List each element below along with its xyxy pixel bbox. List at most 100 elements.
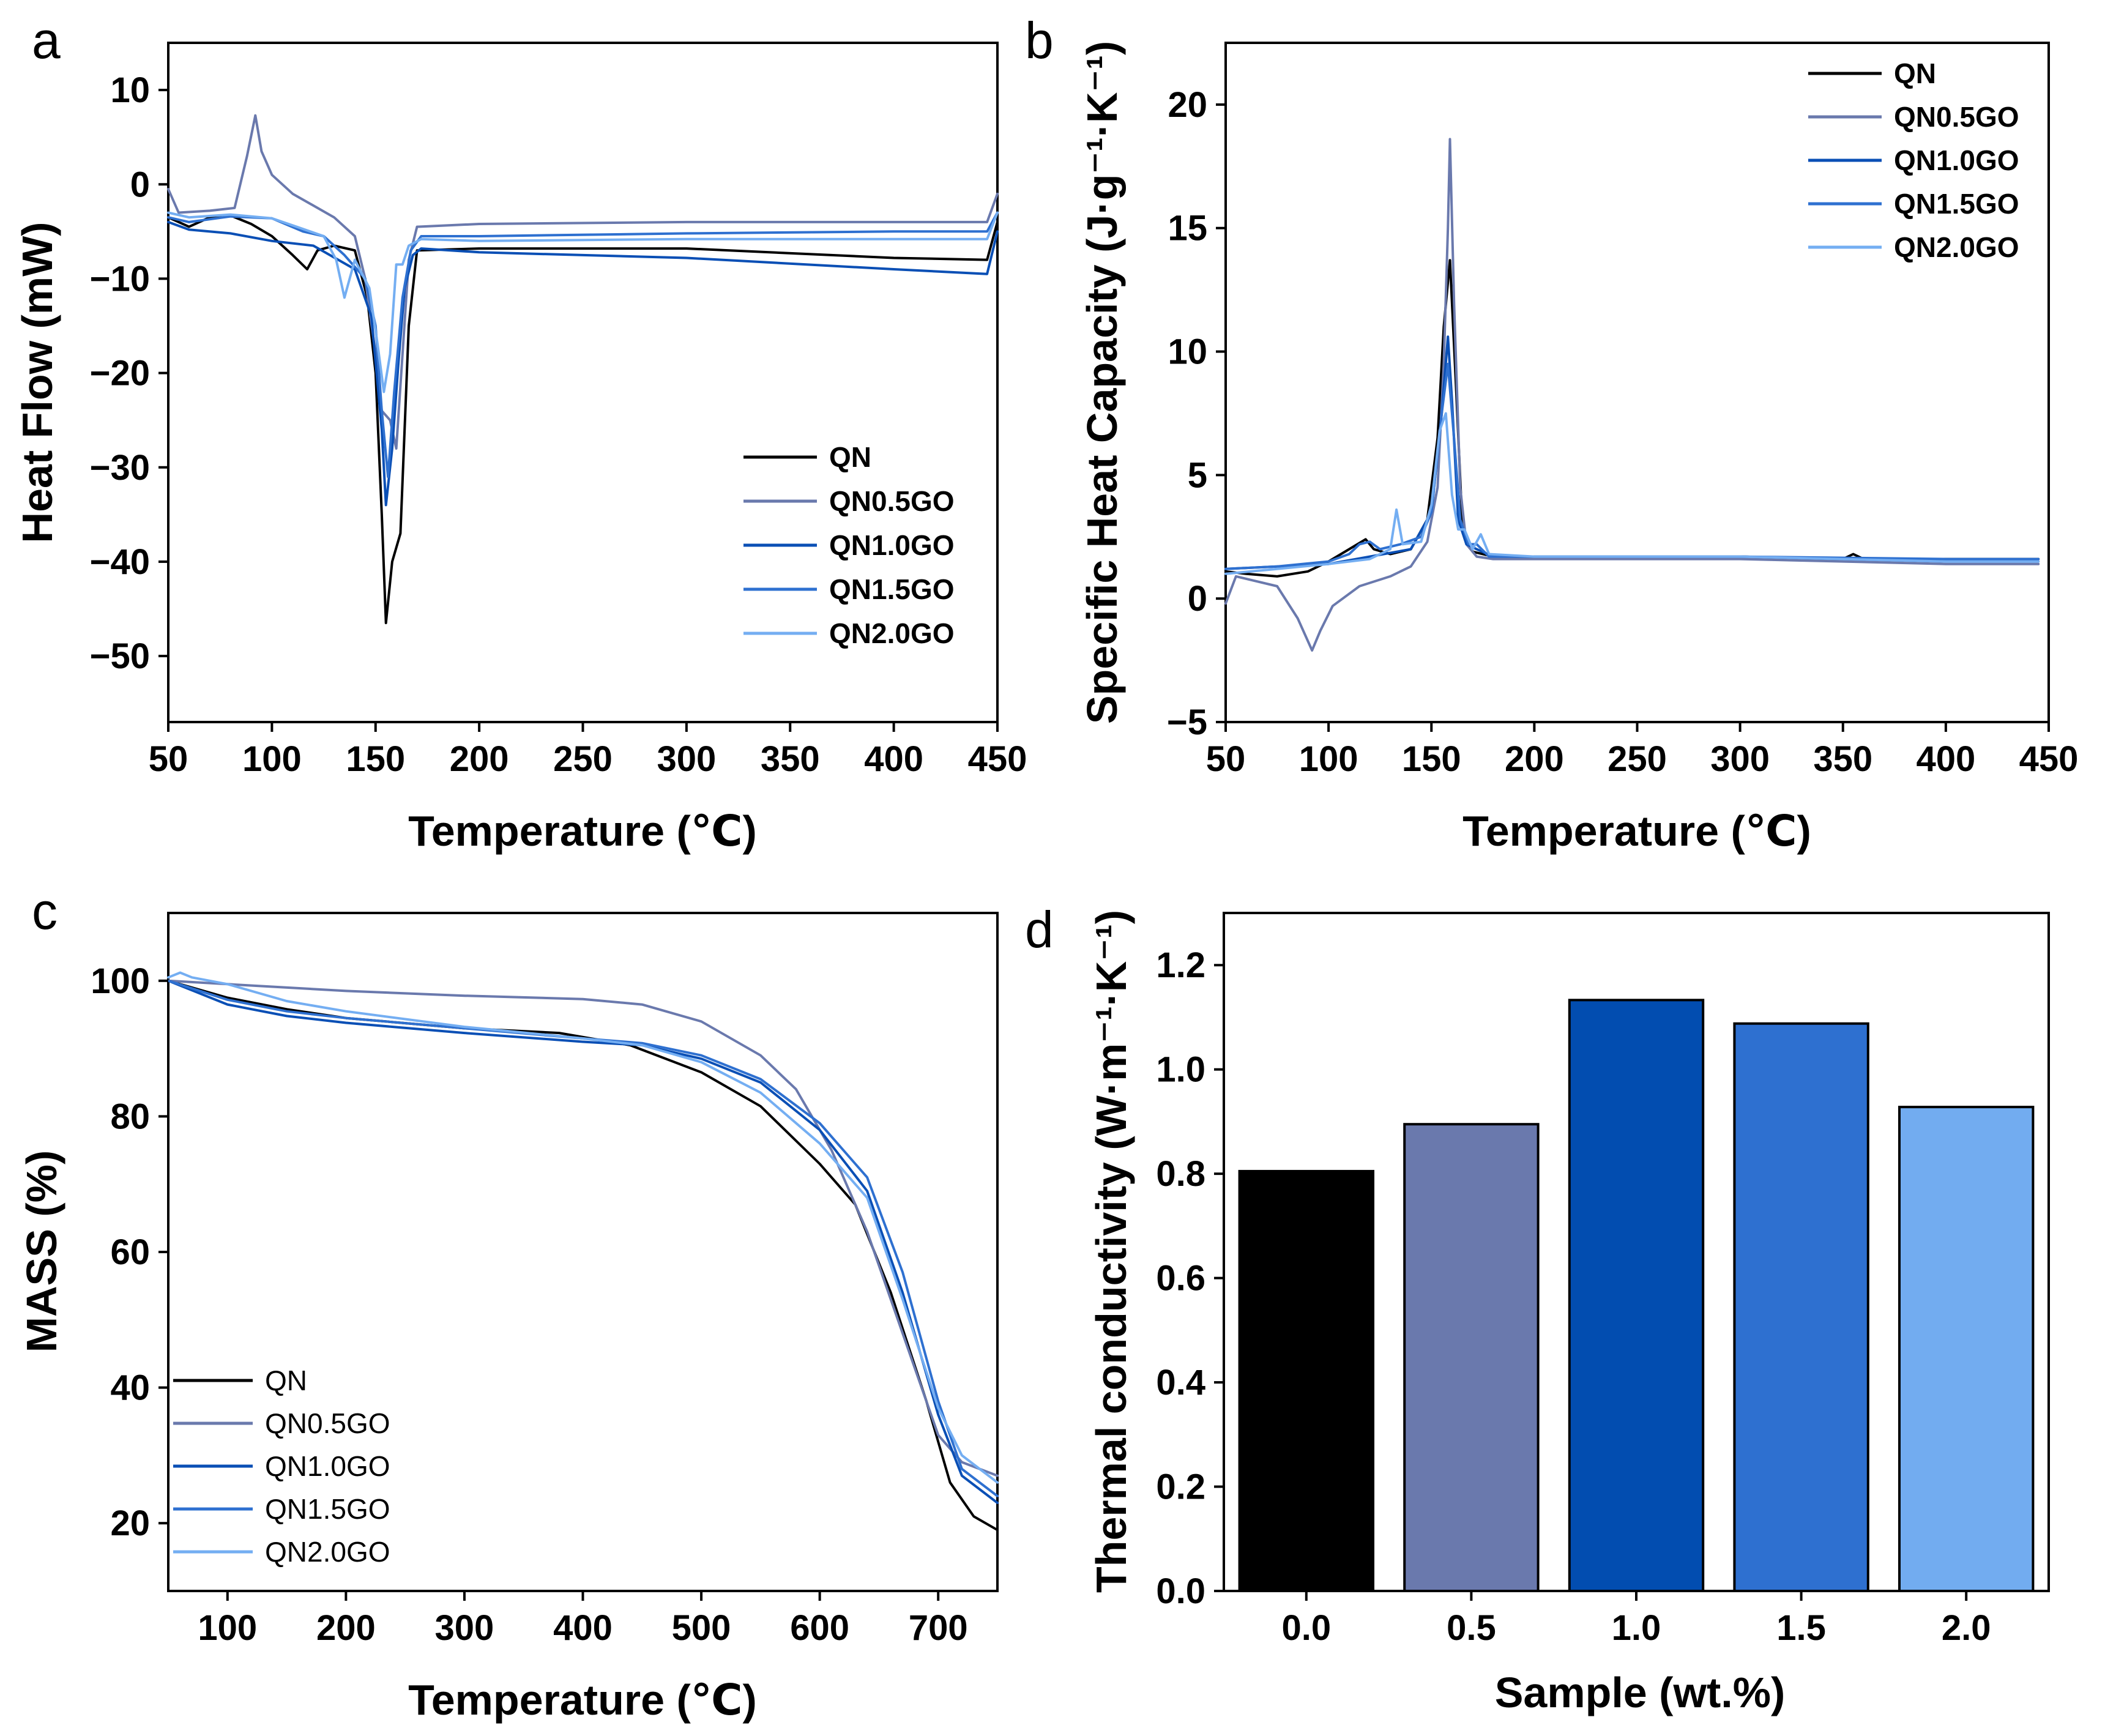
panel-a-series-qn1-5go xyxy=(167,211,999,479)
panel-b-x-tick-label: 350 xyxy=(1813,739,1872,779)
panel-b-legend: QN QN0.5GO QN1.0GO QN1.5GO QN2.0GO xyxy=(1808,58,2019,263)
panel-b-y-tick-label: 5 xyxy=(1188,455,1207,495)
panel-b-y-axis-title: Specific Heat Capacity (J·g⁻¹·K⁻¹) xyxy=(1078,41,1126,724)
panel-c-legend-label: QN1.0GO xyxy=(265,1450,390,1482)
panel-a-x-axis-title: Temperature (℃) xyxy=(408,807,757,855)
panel-a-series-qn1-0go xyxy=(167,220,999,507)
panel-c-legend-label: QN1.5GO xyxy=(265,1493,390,1525)
panel-a-x-tick-label: 100 xyxy=(242,739,302,779)
panel-b-x-tick-label: 150 xyxy=(1402,739,1461,779)
panel-b-x-tick-label: 200 xyxy=(1505,739,1564,779)
panel-a-x-tick-label: 400 xyxy=(864,739,923,779)
panel-d-bar-0-5 xyxy=(1403,1123,1540,1592)
panel-b-x-tick-label: 450 xyxy=(2019,739,2079,779)
panel-d-x-ticks: 0.0 0.5 1.0 1.5 2.0 xyxy=(1281,1591,1991,1648)
panel-b-legend-label: QN1.5GO xyxy=(1894,188,2019,220)
panel-c-x-tick-label: 600 xyxy=(790,1608,849,1648)
panel-b-y-tick-label: −5 xyxy=(1167,702,1207,742)
panel-b-legend-label: QN xyxy=(1894,58,1936,89)
panel-d-y-tick-label: 1.2 xyxy=(1156,945,1205,985)
panel-c-x-tick-label: 200 xyxy=(316,1608,376,1648)
panel-d-label: d xyxy=(1025,901,1054,958)
panel-d-y-tick-label: 0.4 xyxy=(1156,1363,1205,1403)
panel-d-x-tick-label: 2.0 xyxy=(1942,1608,1991,1648)
panel-a-x-tick-label: 450 xyxy=(968,739,1027,779)
panel-a-y-ticks: 10 0 −10 −20 −30 −40 −50 xyxy=(90,70,168,676)
panel-c-y-tick-label: 60 xyxy=(110,1232,150,1272)
panel-b-series-qn xyxy=(1224,259,2040,578)
panel-c-x-tick-label: 400 xyxy=(553,1608,613,1648)
panel-c-x-tick-label: 500 xyxy=(672,1608,731,1648)
panel-a-label: a xyxy=(32,12,61,69)
panel-c-legend-label: QN xyxy=(265,1365,307,1396)
panel-c-y-tick-label: 40 xyxy=(110,1368,150,1408)
panel-d-y-tick-label: 0.0 xyxy=(1156,1571,1205,1611)
panel-c-x-tick-label: 700 xyxy=(909,1608,968,1648)
panel-a-x-tick-label: 250 xyxy=(553,739,613,779)
panel-a-legend-label: QN1.5GO xyxy=(829,573,955,605)
panel-b-series-qn1-5go xyxy=(1224,362,2040,570)
panel-b-y-tick-label: 10 xyxy=(1168,332,1207,372)
panel-a-legend: QN QN0.5GO QN1.0GO QN1.5GO QN2.0GO xyxy=(743,441,955,649)
panel-b-y-tick-label: 20 xyxy=(1168,85,1207,125)
panel-b-y-tick-label: 15 xyxy=(1168,209,1207,248)
panel-d-x-tick-label: 0.5 xyxy=(1447,1608,1496,1648)
panel-a-x-ticks: 50 100 150 200 250 300 350 400 450 xyxy=(149,722,1027,779)
panel-b-x-axis-title: Temperature (℃) xyxy=(1462,807,1811,855)
panel-c-series xyxy=(167,971,999,1532)
panel-b-legend-label: QN1.0GO xyxy=(1894,144,2019,176)
panel-a-y-axis-title: Heat Flow (mW) xyxy=(13,222,61,543)
panel-b-series-qn2-0go xyxy=(1224,412,2040,575)
panel-a-y-tick-label: −30 xyxy=(90,448,150,488)
panel-c-label: c xyxy=(32,882,58,940)
panel-c-y-tick-label: 100 xyxy=(91,961,150,1001)
panel-c-legend-label: QN0.5GO xyxy=(265,1407,390,1439)
panel-a-y-tick-label: −40 xyxy=(90,542,150,582)
panel-d-y-tick-label: 0.8 xyxy=(1156,1154,1205,1194)
panel-a-legend-label: QN1.0GO xyxy=(829,529,955,561)
panel-b-legend-label: QN2.0GO xyxy=(1894,231,2019,263)
panel-a-legend-label: QN2.0GO xyxy=(829,617,955,649)
panel-b-label: b xyxy=(1025,12,1054,69)
panel-a-series xyxy=(167,114,999,625)
panel-d-bar-2-0 xyxy=(1898,1106,2035,1592)
panel-a-x-tick-label: 300 xyxy=(657,739,716,779)
panel-a-series-qn xyxy=(167,214,999,625)
panel-b-x-tick-label: 100 xyxy=(1299,739,1358,779)
panel-b-x-tick-label: 50 xyxy=(1206,739,1246,779)
panel-d-y-axis-title: Thermal conductivity (W·m⁻¹·K⁻¹) xyxy=(1087,910,1135,1593)
panel-d-x-tick-label: 1.0 xyxy=(1612,1608,1661,1648)
panel-a-x-tick-label: 200 xyxy=(450,739,509,779)
panel-b-series-qn0-5go xyxy=(1224,138,2040,652)
panel-b-specific-heat-chart: b 50 100 150 200 250 300 350 400 450 20151050−5 … xyxy=(1025,12,2078,855)
panel-d-y-tick-label: 0.6 xyxy=(1156,1259,1205,1298)
panel-a-heat-flow-chart: a 50 100 150 200 250 300 350 400 450 100−10−20−3… xyxy=(13,12,1027,855)
panel-b-y-tick-label: 0 xyxy=(1188,579,1207,619)
panel-c-y-axis-title: MASS (%) xyxy=(18,1150,65,1353)
panel-b-legend-label: QN0.5GO xyxy=(1894,101,2019,133)
panel-c-legend-label: QN2.0GO xyxy=(265,1536,390,1568)
panel-d-x-tick-label: 0.0 xyxy=(1281,1608,1331,1648)
panel-c-x-axis-title: Temperature (℃) xyxy=(408,1676,757,1724)
panel-a-x-tick-label: 350 xyxy=(761,739,820,779)
panel-c-mass-chart: c 100 200 300 400 500 600 700 100 80 60 40 20 Temp… xyxy=(18,882,999,1724)
panel-d-bar-0-0 xyxy=(1238,1169,1374,1592)
panel-c-y-tick-label: 20 xyxy=(110,1503,150,1543)
panel-c-x-tick-label: 100 xyxy=(198,1608,257,1648)
panel-d-bar-1-0 xyxy=(1568,999,1705,1593)
panel-d-y-tick-label: 0.2 xyxy=(1156,1467,1205,1507)
panel-b-x-tick-label: 300 xyxy=(1710,739,1770,779)
panel-b-x-tick-label: 250 xyxy=(1608,739,1667,779)
panel-d-bars xyxy=(1238,999,2035,1593)
panel-d-x-tick-label: 1.5 xyxy=(1776,1608,1826,1648)
panel-c-legend: QN QN0.5GO QN1.0GO QN1.5GO QN2.0GO xyxy=(173,1365,390,1568)
panel-a-y-tick-label: −20 xyxy=(90,354,150,393)
panel-d-y-tick-label: 1.0 xyxy=(1156,1050,1205,1090)
panel-c-x-tick-label: 300 xyxy=(435,1608,494,1648)
panel-b-x-ticks: 50 100 150 200 250 300 350 400 450 xyxy=(1206,722,2079,779)
panel-c-series-qn1-5go xyxy=(167,979,999,1497)
panel-a-legend-label: QN xyxy=(829,441,871,473)
panel-a-y-tick-label: 0 xyxy=(130,165,150,204)
panel-a-series-qn2-0go xyxy=(167,211,999,393)
